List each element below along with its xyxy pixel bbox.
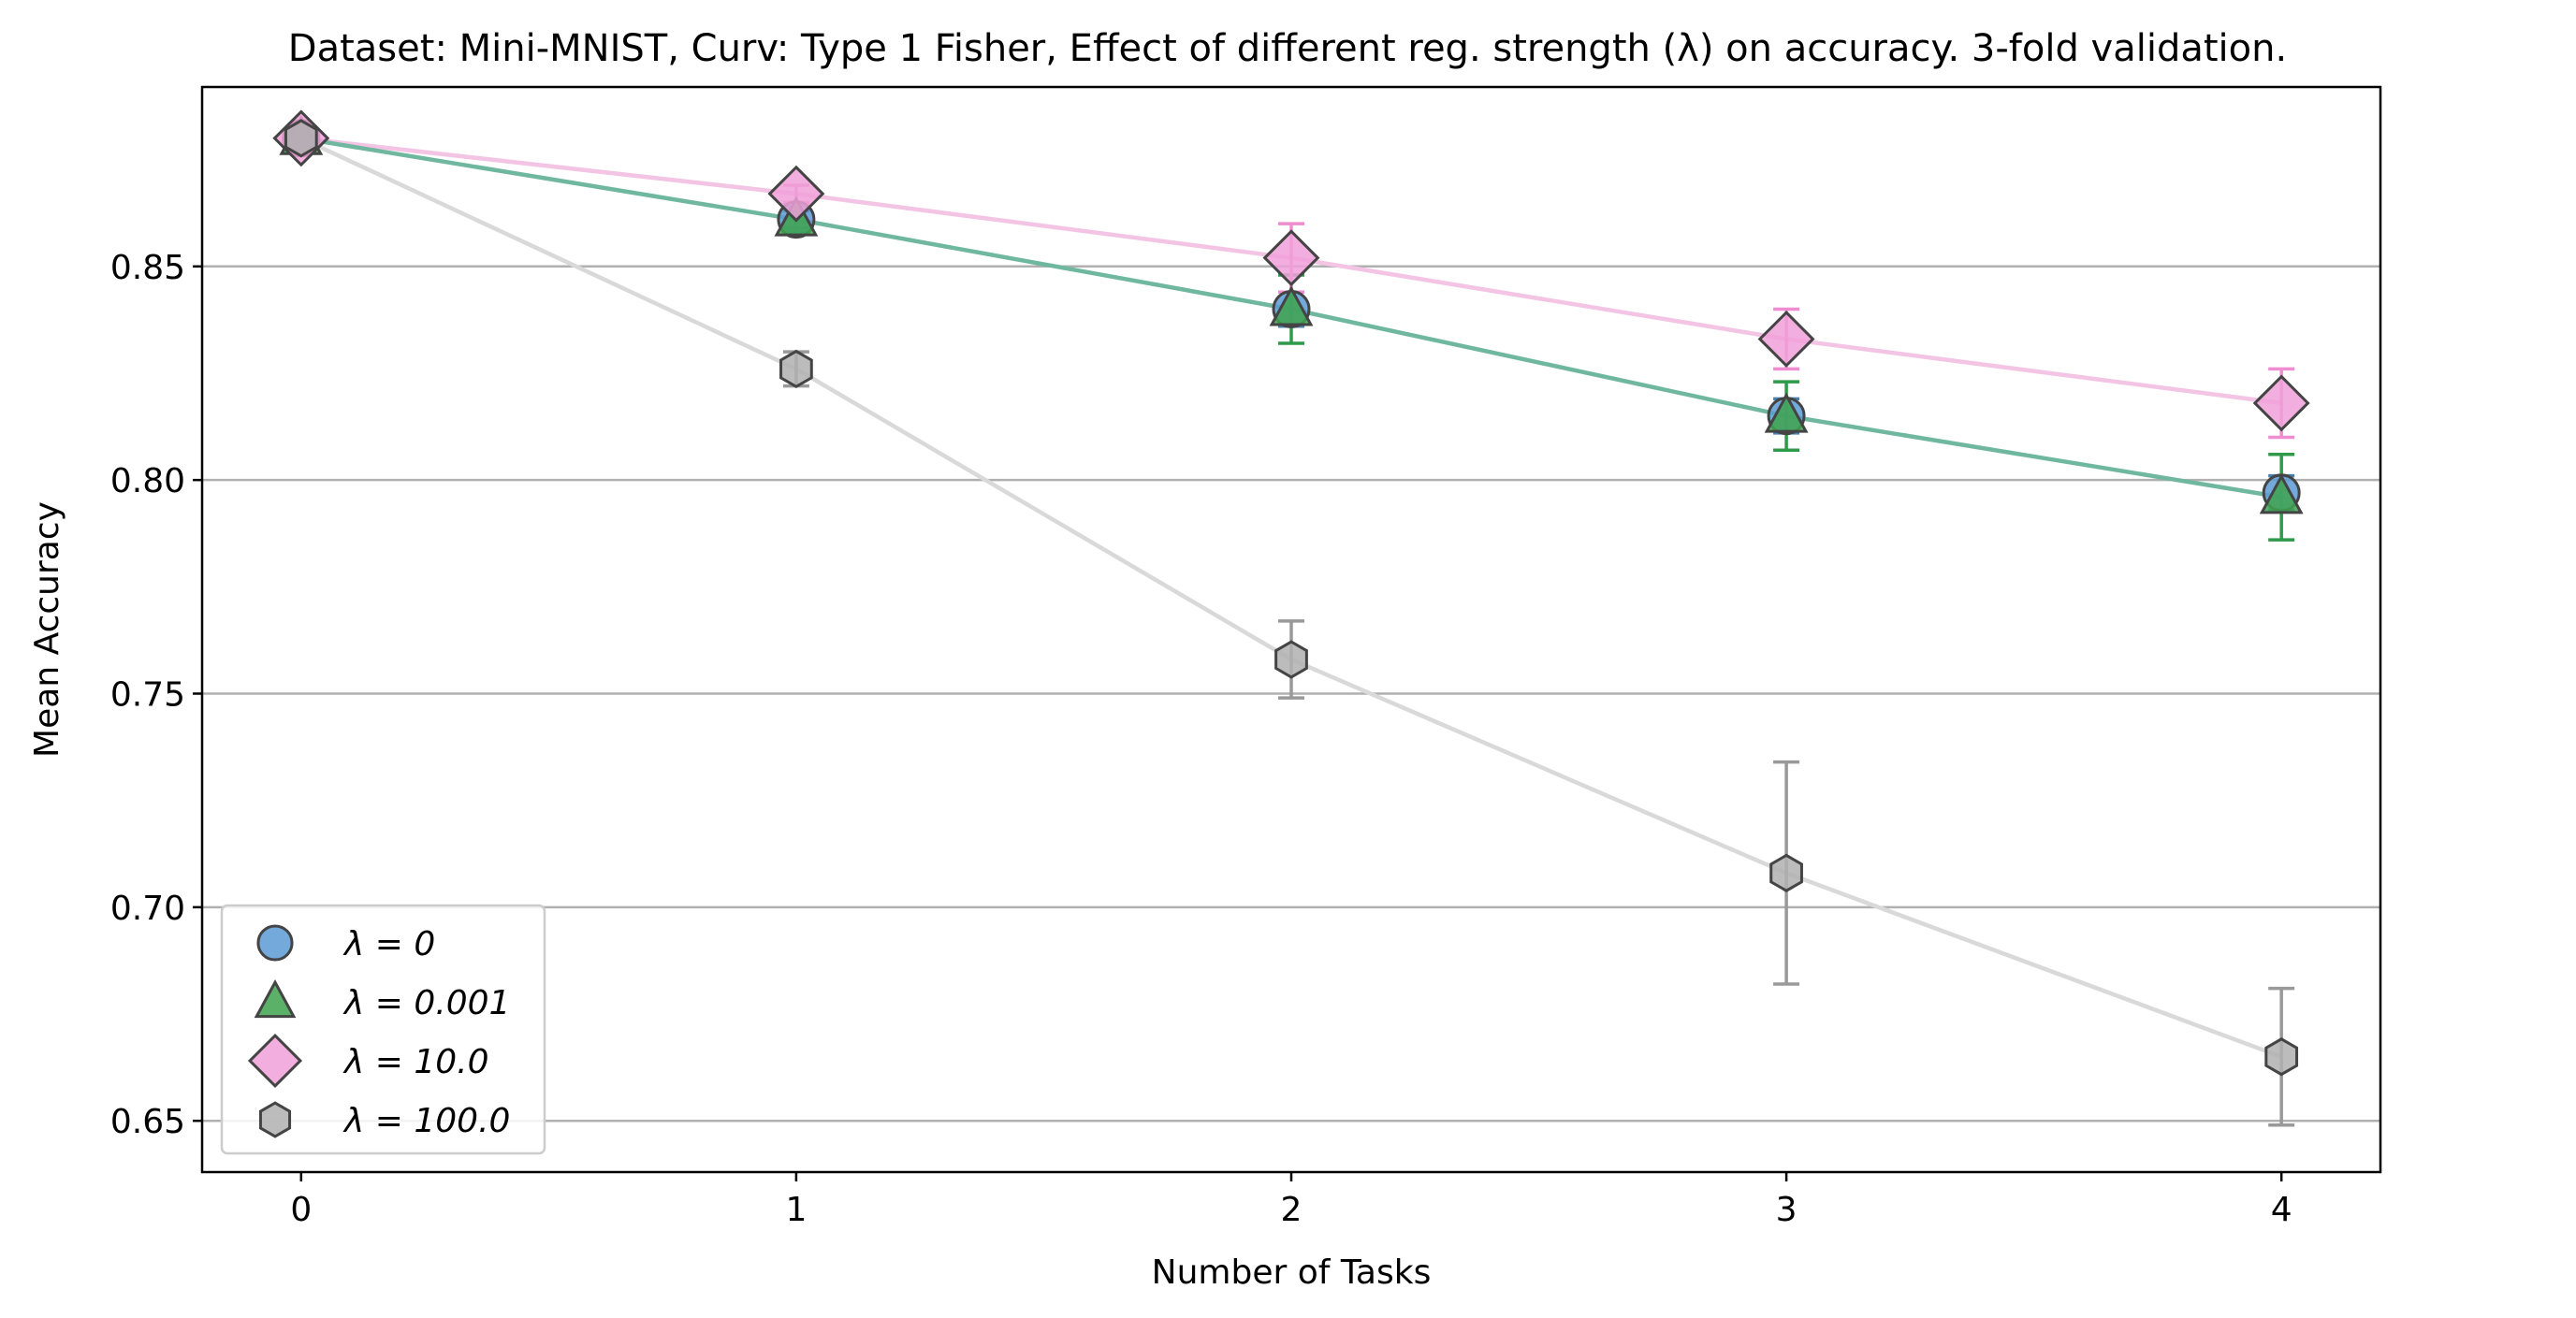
legend-label: λ = 0.001: [342, 984, 510, 1022]
y-tick-label: 0.80: [110, 462, 185, 500]
x-tick-label: 1: [785, 1191, 807, 1229]
legend: λ = 0 λ = 0.001 λ = 10.0 λ = 100.0: [220, 904, 546, 1155]
data-point: [2259, 473, 2304, 514]
legend-marker: [247, 1033, 303, 1089]
data-point: [1757, 310, 1815, 368]
chart-title: Dataset: Mini-MNIST, Curv: Type 1 Fisher…: [288, 27, 2287, 70]
legend-marker: [256, 924, 294, 962]
data-point: [2264, 1037, 2299, 1077]
x-tick-label: 3: [1776, 1191, 1797, 1229]
data-point: [1269, 285, 1314, 326]
data-point: [1262, 229, 1320, 287]
x-tick-label: 4: [2271, 1191, 2292, 1229]
x-tick-label: 0: [290, 1191, 312, 1229]
x-tick-label: 2: [1281, 1191, 1303, 1229]
error-bars: [782, 183, 2295, 1127]
data-point: [1274, 640, 1308, 679]
x-axis-label: Number of Tasks: [1152, 1253, 1432, 1292]
data-markers: [272, 109, 2310, 1077]
legend-label: λ = 0: [342, 925, 435, 963]
legend-box: [220, 904, 546, 1155]
data-point: [1769, 853, 1803, 892]
y-tick-label: 0.85: [110, 249, 185, 287]
y-axis-label: Mean Accuracy: [28, 501, 66, 758]
data-point: [2252, 374, 2310, 432]
legend-label: λ = 100.0: [342, 1102, 510, 1140]
y-tick-label: 0.70: [110, 890, 185, 928]
axis-ticks: 0.65 0.70 0.75 0.80 0.85 0 1 2 3 4: [110, 249, 2292, 1229]
y-tick-label: 0.75: [110, 676, 185, 715]
legend-marker: [258, 1101, 292, 1138]
data-point: [779, 349, 813, 389]
data-point: [767, 165, 825, 223]
legend-label: λ = 10.0: [342, 1043, 489, 1081]
y-tick-label: 0.65: [110, 1103, 185, 1141]
data-point: [1764, 392, 1809, 433]
data-point: [284, 119, 318, 158]
legend-marker: [254, 978, 297, 1019]
